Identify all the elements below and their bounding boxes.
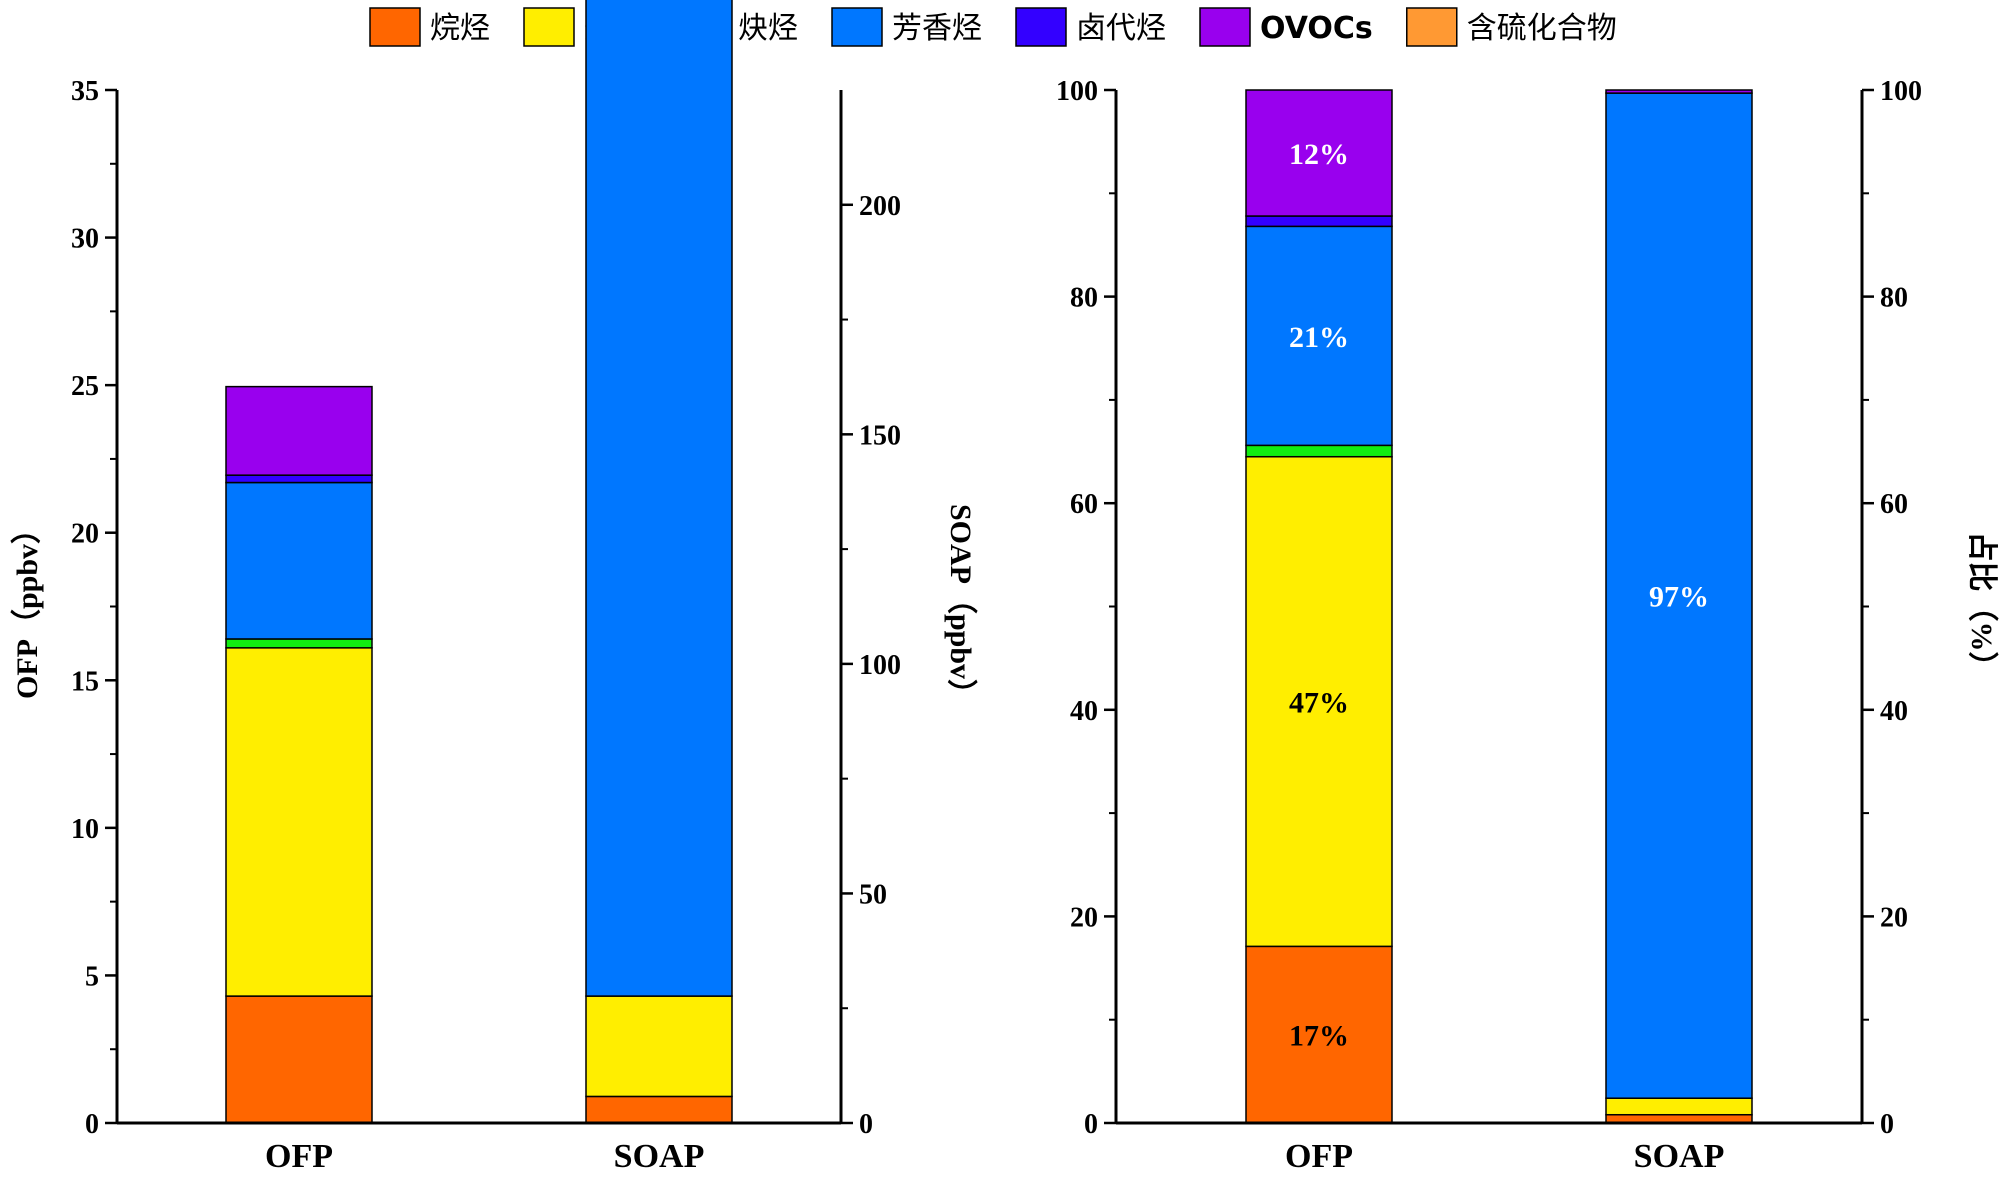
legend-swatch: [1199, 7, 1251, 47]
y2-tick-label: 40: [1880, 696, 1908, 727]
legend-swatch: [1406, 7, 1458, 47]
bar-segment: [1605, 92, 1753, 1099]
bar-segment: [1245, 444, 1393, 458]
y2-tick-label: 150: [859, 420, 901, 451]
y2-tick-label: 60: [1880, 489, 1908, 520]
y2-tick-label: 100: [1880, 76, 1922, 107]
legend-swatch: [523, 7, 575, 47]
bar-segment: [585, 1095, 733, 1124]
y-axis-title: OFP（ppbv）: [10, 514, 44, 699]
y2-axis-title: 占比（%）: [1965, 532, 1999, 682]
bar-segment: [225, 995, 373, 1124]
data-label: 97%: [1649, 581, 1709, 614]
bar-segment: [1605, 89, 1753, 94]
x-category-label: SOAP: [614, 1138, 705, 1175]
bar-stack-soap: [585, 0, 733, 1124]
chart-left-absolute: 0 5 10 15 20 25 30 35 0 50 100 150 200 OFP SOAP OFP（ppb…: [10, 0, 978, 1175]
data-label: 17%: [1289, 1020, 1349, 1053]
y-tick-label: 40: [1070, 696, 1098, 727]
y-tick-label: 25: [71, 371, 99, 402]
bar-segment: [225, 385, 373, 476]
y-tick-label: 0: [1084, 1109, 1098, 1140]
legend-label: 含硫化合物: [1467, 11, 1617, 46]
legend-swatch: [831, 7, 883, 47]
y-tick-label: 35: [71, 76, 99, 107]
y-tick-label: 20: [71, 519, 99, 550]
bar-segment: [225, 481, 373, 640]
chart-right-percent: 17% 47% 21% 12% 97% 0 20 40 60 80 100 0 20 40 60 80 100 O…: [1056, 76, 1999, 1175]
y-tick-label: 30: [71, 224, 99, 255]
bar-stack-soap: [1605, 89, 1753, 1124]
y2-tick-label: 200: [859, 191, 901, 222]
legend-label: 芳香烃: [892, 11, 982, 46]
bar-segment: [1245, 225, 1393, 447]
y-tick-label: 15: [71, 666, 99, 697]
y2-tick-label: 0: [1880, 1109, 1894, 1140]
x-category-label: OFP: [265, 1138, 333, 1175]
y2-axis-title: SOAP（ppbv）: [944, 504, 978, 709]
legend-swatch: [369, 7, 421, 47]
x-category-label: SOAP: [1634, 1138, 1725, 1175]
y-tick-label: 60: [1070, 489, 1098, 520]
bar-segment: [585, 0, 733, 997]
data-label: 47%: [1289, 687, 1349, 720]
bar-segment: [1245, 945, 1393, 1124]
legend-label: OVOCs: [1260, 11, 1373, 46]
y2-tick-label: 20: [1880, 902, 1908, 933]
bar-stack-ofp: [1245, 89, 1393, 1124]
y2-tick-label: 100: [859, 650, 901, 681]
x-category-label: OFP: [1285, 1138, 1353, 1175]
bar-segment: [225, 474, 373, 484]
legend-label: 炔烃: [738, 11, 798, 46]
bar-segment: [585, 995, 733, 1098]
y2-tick-label: 80: [1880, 283, 1908, 314]
bar-segment: [1245, 455, 1393, 948]
legend: 烷烃烯烃炔烃芳香烃卤代烃OVOCs含硫化合物: [369, 7, 1617, 47]
y-tick-label: 5: [85, 961, 99, 992]
y2-tick-label: 0: [859, 1109, 873, 1140]
legend-label: 卤代烃: [1076, 11, 1166, 46]
bar-segment: [1245, 89, 1393, 217]
bar-segment: [1245, 215, 1393, 228]
legend-item: OVOCs: [1199, 7, 1373, 47]
legend-item: 芳香烃: [831, 7, 982, 47]
y2-tick-label: 50: [859, 879, 887, 910]
legend-item: 烷烃: [369, 7, 490, 47]
y-tick-label: 100: [1056, 76, 1098, 107]
y-tick-label: 0: [85, 1109, 99, 1140]
bar-segment: [1605, 1097, 1753, 1116]
legend-item: 含硫化合物: [1406, 7, 1617, 47]
legend-swatch: [1015, 7, 1067, 47]
legend-label: 烷烃: [430, 11, 490, 46]
bar-segment: [225, 647, 373, 997]
data-label: 21%: [1289, 321, 1349, 354]
bar-stack-ofp: [225, 385, 373, 1124]
y-tick-label: 20: [1070, 902, 1098, 933]
legend-item: 卤代烃: [1015, 7, 1166, 47]
bar-segment: [225, 638, 373, 649]
data-label: 12%: [1289, 138, 1349, 171]
y-tick-label: 10: [71, 814, 99, 845]
y-tick-label: 80: [1070, 283, 1098, 314]
